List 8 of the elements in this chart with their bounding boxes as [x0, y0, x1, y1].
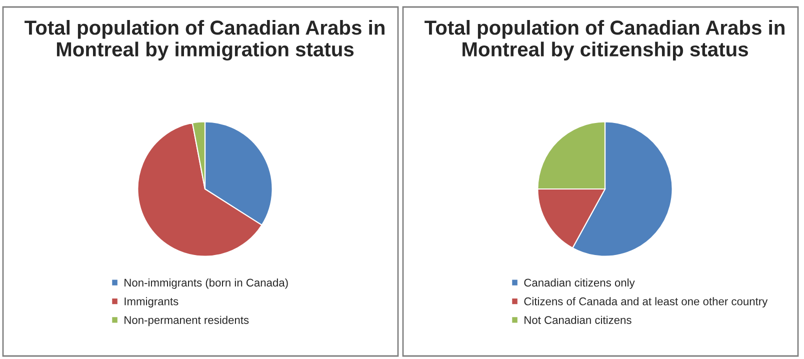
legend-label: Canadian citizens only — [524, 278, 635, 289]
legend-label: Non-permanent residents — [124, 316, 249, 326]
chart-title: Total population of Canadian Arabs in Montreal by immigration status — [24, 20, 384, 61]
legend-label: Not Canadian citizens — [524, 316, 632, 324]
legend-label: Citizens of Canada and at least one other country — [524, 297, 768, 308]
legend-label: Immigrants — [124, 297, 178, 308]
chart-title: Total population of Canadian Arabs in Montreal by citizenship status — [424, 20, 784, 60]
legend-label: Non-immigrants (born in Canada) — [124, 278, 288, 289]
